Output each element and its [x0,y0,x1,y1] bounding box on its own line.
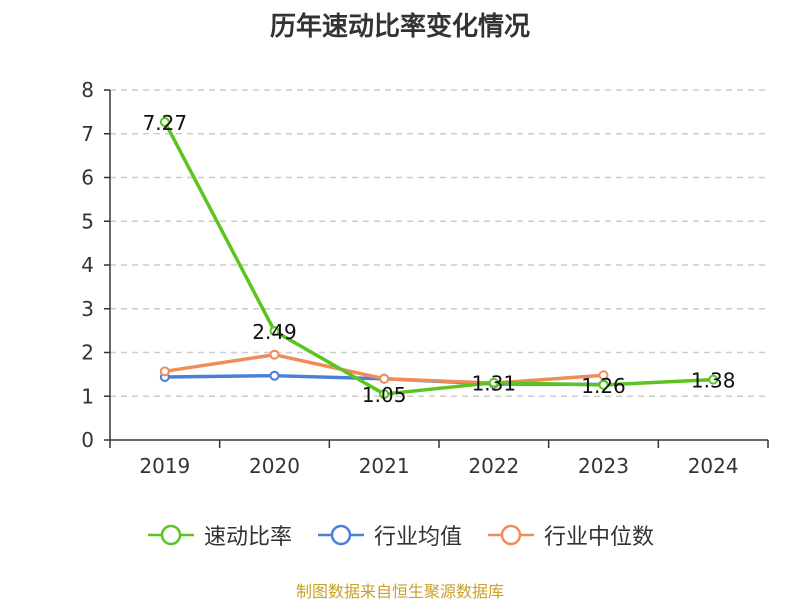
grid-lines [110,89,768,397]
legend-item[interactable]: 行业中位数 [486,519,654,551]
x-tick-label: 2021 [359,454,410,478]
series-line [163,120,715,396]
data-point [269,326,280,337]
x-tick-label: 2023 [578,454,629,478]
data-point [269,370,280,381]
data-point [598,379,609,390]
data-label: 7.27 [143,111,188,135]
data-point [159,116,170,127]
y-tick-label: 0 [81,428,94,452]
x-tick-label: 2022 [468,454,519,478]
legend-marker-circle [500,524,522,546]
legend-label: 行业中位数 [544,525,655,550]
y-tick-label: 2 [81,341,94,365]
data-label: 1.05 [362,383,407,407]
data-point [379,373,390,384]
y-tick-label: 1 [81,384,94,408]
data-label: 1.38 [691,369,736,393]
legend-marker-circle [160,524,182,546]
source-note: 制图数据来自恒生聚源数据库 [295,582,504,601]
data-point [159,366,170,377]
x-tick-label: 2019 [139,454,190,478]
x-tick-label: 2024 [688,454,739,478]
legend-marker-circle [330,524,352,546]
x-tick-label: 2020 [249,454,300,478]
legend-marker-icon [147,524,194,546]
series-group [159,116,719,400]
data-point [598,370,609,381]
legend-item[interactable]: 速动比率 [146,519,292,551]
axes: 0 1 2 3 4 5 6 7 8 2019 2020 2021 2022 2023 2024 [81,78,769,478]
y-tick-label: 4 [81,253,94,277]
legend: 速动比率 行业均值 行业中位数 [0,519,800,551]
y-tick-label: 6 [81,166,94,190]
legend-label: 行业均值 [373,525,462,550]
data-label: 1.26 [581,374,626,398]
data-label: 2.49 [252,320,297,344]
data-labels: 7.27 2.49 1.05 1.31 1.26 1.38 [143,111,736,407]
legend-marker-icon [488,524,534,546]
y-tick-label: 8 [81,78,94,102]
y-tick-label: 5 [81,209,94,233]
data-label: 1.31 [472,372,517,396]
legend-label: 速动比率 [203,525,292,550]
y-tick-label: 7 [81,122,94,146]
data-point [708,374,719,385]
chart-title: 历年速动比率变化情况 [269,12,530,42]
data-point [379,389,390,400]
legend-item[interactable]: 行业均值 [316,519,462,551]
y-tick-label: 3 [81,297,94,321]
legend-marker-icon [317,524,364,546]
data-point [488,377,499,388]
data-point [269,349,280,360]
